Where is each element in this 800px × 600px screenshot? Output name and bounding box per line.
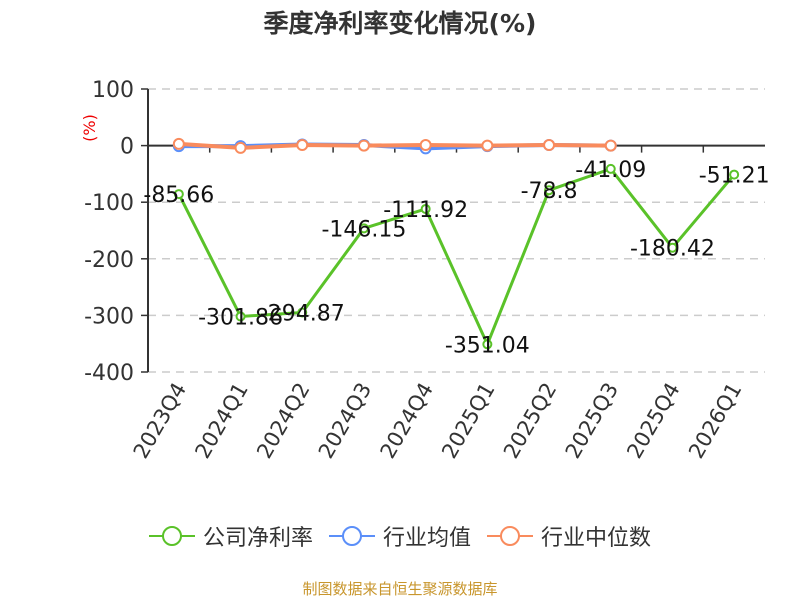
data-label: -146.15 (321, 217, 406, 242)
chart-title: 季度净利率变化情况(%) (263, 9, 537, 38)
data-point[interactable] (172, 137, 185, 150)
data-point[interactable] (482, 339, 493, 350)
data-point[interactable] (357, 139, 370, 152)
data-label: -78.8 (521, 179, 578, 204)
data-point[interactable] (420, 203, 431, 214)
data-point[interactable] (544, 185, 555, 196)
data-point[interactable] (729, 169, 740, 180)
legend-marker-icon (328, 526, 375, 546)
data-point[interactable] (481, 139, 494, 152)
data-point[interactable] (419, 139, 432, 152)
data-label: -41.09 (575, 158, 646, 183)
data-label: -294.87 (260, 301, 345, 326)
data-point[interactable] (234, 141, 247, 154)
data-point[interactable] (604, 139, 617, 152)
x-tick-label: 2026Q1 (684, 379, 746, 463)
data-label: -351.04 (445, 333, 530, 358)
x-tick-label: 2024Q2 (252, 379, 314, 463)
x-tick-label: 2024Q1 (190, 379, 252, 463)
y-tick-label: 100 (92, 78, 134, 103)
legend-marker-icon (148, 526, 195, 546)
data-point[interactable] (605, 163, 616, 174)
y-tick-label: -400 (84, 361, 134, 386)
x-tick-label: 2024Q4 (376, 379, 438, 463)
x-tick-label: 2025Q1 (437, 379, 499, 463)
legend-item-industry-median[interactable]: 行业中位数 (487, 520, 651, 552)
series-line (178, 141, 611, 150)
data-point[interactable] (296, 139, 309, 152)
data-point[interactable] (297, 307, 308, 318)
legend-item-industry-avg[interactable]: 行业均值 (328, 520, 471, 552)
data-source-note: 制图数据来自恒生聚源数据库 (302, 580, 498, 598)
legend: 公司净利率 行业均值 行业中位数 (0, 520, 800, 552)
data-point[interactable] (358, 223, 369, 234)
x-tick-label: 2023Q4 (129, 379, 191, 463)
data-label: -85.66 (143, 183, 214, 208)
legend-label: 公司净利率 (202, 526, 313, 551)
legend-label: 行业均值 (382, 526, 471, 551)
data-label: -51.21 (699, 164, 770, 189)
x-tick-label: 2025Q2 (499, 379, 561, 463)
y-tick-label: -300 (84, 304, 134, 329)
data-point[interactable] (543, 139, 556, 152)
series-line (177, 167, 736, 346)
legend-marker-icon (487, 526, 533, 546)
x-tick-label: 2024Q3 (314, 379, 376, 463)
data-label: -180.42 (630, 237, 715, 262)
x-tick-label: 2025Q4 (622, 379, 684, 463)
legend-item-company[interactable]: 公司净利率 (148, 520, 313, 552)
data-point[interactable] (667, 242, 678, 253)
legend-label: 行业中位数 (541, 526, 652, 551)
x-tick-label: 2025Q3 (561, 379, 623, 463)
data-point[interactable] (235, 311, 246, 322)
data-label: -301.86 (198, 305, 283, 330)
data-label: -111.92 (383, 198, 468, 223)
y-tick-label: 0 (120, 135, 134, 160)
y-tick-label: -100 (84, 191, 134, 216)
data-point[interactable] (173, 189, 184, 200)
y-tick-label: -200 (84, 248, 134, 273)
y-axis-unit: (%) (80, 114, 99, 142)
